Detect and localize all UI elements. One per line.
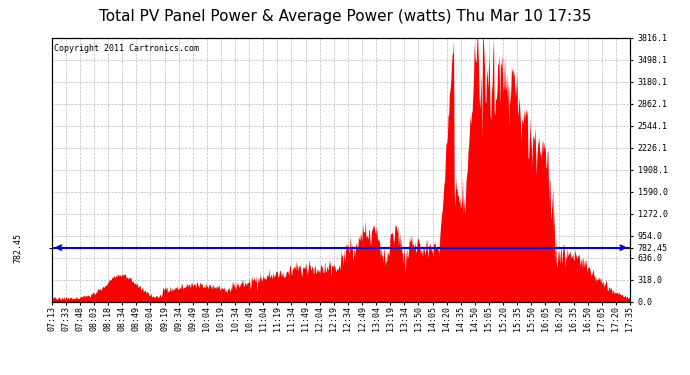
Text: Copyright 2011 Cartronics.com: Copyright 2011 Cartronics.com — [54, 44, 199, 53]
Text: Total PV Panel Power & Average Power (watts) Thu Mar 10 17:35: Total PV Panel Power & Average Power (wa… — [99, 9, 591, 24]
Text: 782.45: 782.45 — [14, 232, 23, 262]
